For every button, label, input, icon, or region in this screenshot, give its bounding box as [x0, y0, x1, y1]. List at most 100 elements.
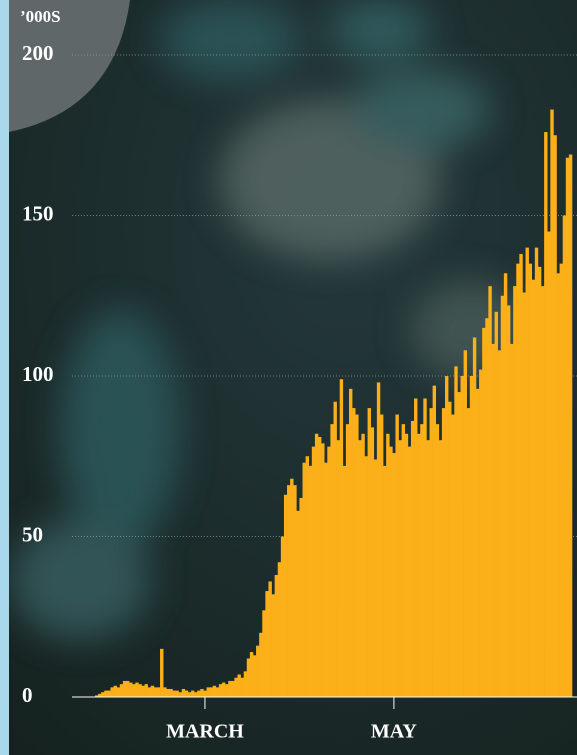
- y-tick-label: 200: [22, 41, 54, 65]
- bar: [129, 682, 133, 697]
- bar: [454, 366, 458, 697]
- bar: [404, 433, 409, 697]
- bar: [513, 286, 517, 697]
- bar: [107, 690, 111, 697]
- bar: [187, 692, 192, 697]
- bar: [237, 674, 241, 697]
- bar: [249, 652, 254, 697]
- bar: [423, 398, 427, 697]
- bar: [386, 433, 390, 697]
- y-tick-label: 100: [22, 362, 54, 386]
- bar: [463, 350, 467, 697]
- bar: [203, 690, 207, 697]
- y-tick-label: 0: [22, 683, 33, 707]
- bar: [178, 692, 183, 697]
- bar: [259, 632, 263, 697]
- bar: [153, 687, 158, 697]
- bar: [302, 462, 306, 697]
- bar: [234, 677, 238, 697]
- corner-shape: [9, 0, 130, 132]
- bar: [225, 684, 229, 697]
- bar: [95, 695, 99, 697]
- bar: [398, 440, 402, 697]
- bar: [262, 610, 266, 697]
- bar: [138, 684, 142, 697]
- bar: [212, 685, 217, 697]
- bar: [324, 462, 328, 697]
- bar: [451, 414, 455, 697]
- bar: [516, 263, 520, 697]
- bar: [376, 382, 381, 697]
- bar: [500, 295, 505, 697]
- bar: [475, 388, 480, 697]
- bar: [296, 510, 300, 697]
- bar: [568, 154, 573, 697]
- bar: [215, 687, 220, 697]
- bar: [364, 456, 368, 697]
- bar: [448, 401, 452, 697]
- bar: [290, 478, 294, 697]
- bar: [110, 687, 114, 697]
- bar: [144, 684, 148, 697]
- bar: [191, 690, 195, 697]
- bar: [246, 658, 251, 697]
- bar: [417, 433, 421, 697]
- bar: [379, 414, 384, 697]
- bar: [547, 231, 551, 698]
- bar: [141, 685, 145, 697]
- bar: [150, 685, 155, 697]
- bar: [314, 433, 319, 697]
- bar: [181, 688, 186, 697]
- bar: [361, 433, 365, 697]
- bar: [392, 453, 396, 697]
- bar: [277, 562, 282, 697]
- bar: [407, 446, 412, 697]
- bar: [544, 132, 548, 698]
- bar: [420, 424, 424, 697]
- bar: [209, 687, 214, 697]
- bar: [345, 424, 350, 697]
- bar: [348, 388, 353, 697]
- bar: [287, 485, 291, 697]
- bar: [472, 337, 477, 697]
- bar: [401, 424, 406, 697]
- bar: [160, 648, 164, 697]
- bar: [125, 680, 130, 697]
- bar: [352, 408, 356, 697]
- left-strip: [0, 0, 9, 755]
- bar: [367, 408, 371, 697]
- bar: [565, 157, 570, 698]
- bar: [550, 109, 554, 697]
- bar: [184, 690, 189, 697]
- bar: [172, 690, 176, 697]
- bar: [197, 690, 201, 697]
- bar: [305, 456, 310, 697]
- bar: [101, 692, 105, 697]
- bar: [537, 266, 542, 697]
- bar: [519, 254, 523, 697]
- bar: [206, 687, 210, 697]
- bar: [265, 591, 269, 697]
- y-tick-label: 50: [22, 522, 43, 546]
- bar: [466, 408, 471, 697]
- bar: [194, 692, 198, 697]
- bar: [271, 594, 275, 697]
- bar: [163, 687, 167, 697]
- bar: [482, 327, 486, 697]
- bar: [389, 446, 393, 697]
- bar: [156, 687, 161, 697]
- bar: [231, 680, 235, 697]
- bar: [497, 350, 502, 697]
- bar: [147, 687, 152, 697]
- bar: [135, 682, 139, 697]
- bar: [122, 680, 127, 697]
- bar: [559, 263, 564, 697]
- bar: [445, 376, 449, 697]
- bar: [541, 286, 545, 697]
- bar: [531, 279, 536, 697]
- bar: [274, 575, 279, 697]
- bar: [556, 273, 560, 697]
- y-axis-label: ’000S: [20, 7, 61, 26]
- bar: [457, 392, 461, 697]
